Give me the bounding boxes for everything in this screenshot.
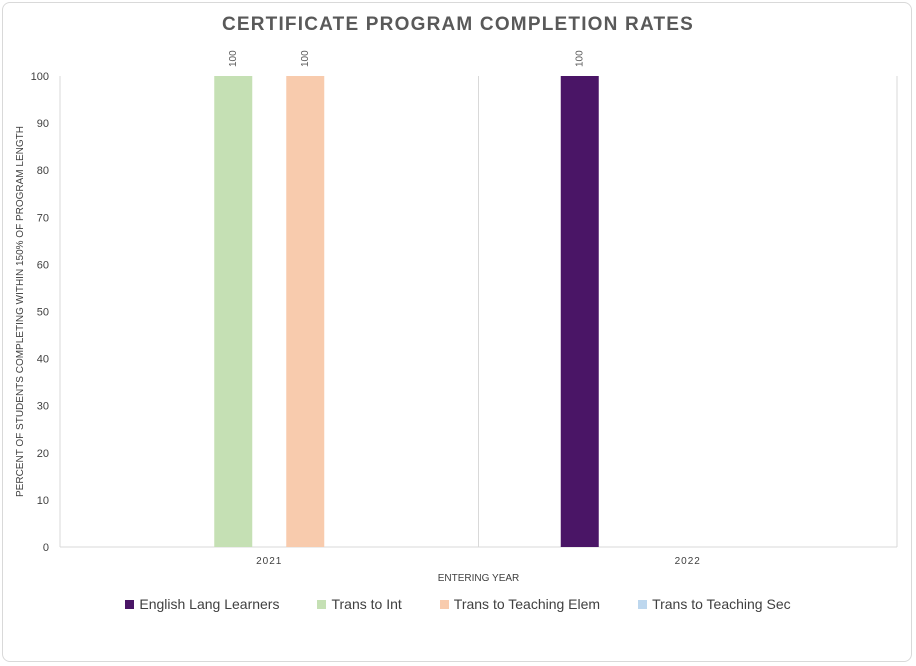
y-tick-label: 100 — [31, 71, 49, 83]
legend-label: Trans to Teaching Sec — [652, 596, 791, 612]
legend-item: Trans to Teaching Sec — [638, 596, 791, 612]
legend-label: Trans to Teaching Elem — [453, 596, 601, 612]
y-tick-label: 90 — [37, 118, 49, 130]
y-tick-label: 0 — [43, 542, 49, 554]
legend-item: Trans to Teaching Elem — [439, 596, 601, 612]
y-tick-label: 50 — [37, 307, 49, 319]
y-tick-label: 40 — [37, 354, 49, 366]
y-tick-label: 80 — [37, 165, 49, 177]
chart-legend: English Lang Learners Trans to Int Trans t… — [0, 596, 916, 612]
y-tick-label: 70 — [37, 212, 49, 224]
chart-title: CERTIFICATE PROGRAM COMPLETION RATES — [221, 14, 695, 35]
bar-data-label: 100 — [574, 50, 585, 67]
y-tick-label: 30 — [37, 401, 49, 413]
x-tick-label: 2021 — [256, 556, 282, 567]
legend-swatch — [638, 599, 648, 609]
legend-swatch — [317, 599, 327, 609]
y-tick-label: 20 — [37, 448, 49, 460]
legend-label: English Lang Learners — [139, 596, 280, 612]
legend-item: Trans to Int — [317, 596, 402, 612]
y-tick-label: 10 — [37, 495, 49, 507]
bar — [560, 76, 599, 547]
bar-data-label: 100 — [300, 50, 311, 67]
bar — [214, 76, 253, 547]
legend-label: Trans to Int — [331, 596, 402, 612]
legend-item: English Lang Learners — [125, 596, 279, 612]
x-tick-label: 2022 — [675, 556, 701, 567]
x-axis-title: ENTERING YEAR — [438, 573, 520, 584]
y-axis-title: PERCENT OF STUDENTS COMPLETING WITHIN 15… — [15, 126, 26, 497]
legend-swatch — [125, 599, 135, 609]
bar — [286, 76, 325, 547]
legend-swatch — [439, 599, 449, 609]
y-tick-label: 60 — [37, 259, 49, 271]
bar-data-label: 100 — [228, 50, 239, 67]
